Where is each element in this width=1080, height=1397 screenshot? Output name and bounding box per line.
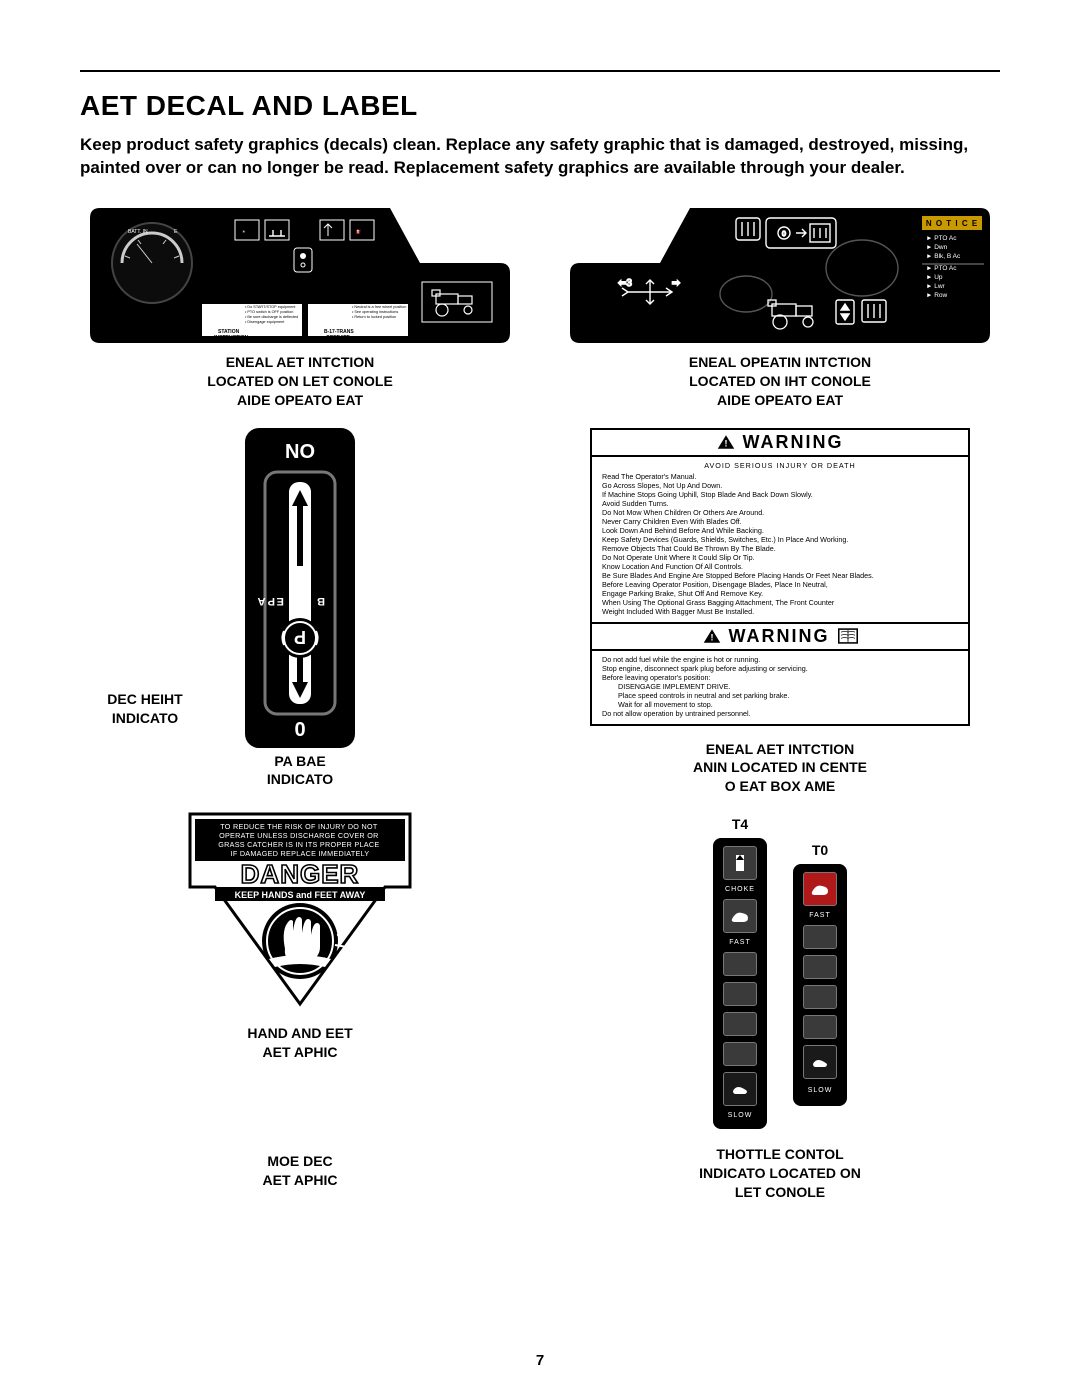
svg-text:!: ! bbox=[724, 439, 727, 449]
svg-text:0: 0 bbox=[782, 231, 786, 238]
svg-text:☀: ☀ bbox=[242, 229, 246, 234]
page-title: AET DECAL AND LABEL bbox=[80, 90, 1000, 122]
warning-lines-1: Read The Operator's Manual.Go Across Slo… bbox=[602, 472, 958, 616]
right-console-caption: ENEAL OPEATIN INTCTION LOCATED ON IHT CO… bbox=[560, 353, 1000, 410]
t0-label: T0 bbox=[812, 842, 828, 858]
svg-text:!: ! bbox=[710, 633, 713, 643]
svg-text:⛽: ⛽ bbox=[356, 229, 361, 234]
park-brake-graphic: NO 0 P PA B A E bbox=[235, 428, 365, 748]
two-column-layout: BATT. IN E STATIONINSTRUCTION B-17-TRANS… bbox=[80, 208, 1000, 1220]
svg-text:TO REDUCE THE RISK OF INJURY D: TO REDUCE THE RISK OF INJURY DO NOT OPER… bbox=[218, 822, 382, 858]
svg-text:P: P bbox=[294, 627, 306, 647]
danger-caption: HAND AND EET AET APHIC bbox=[80, 1024, 520, 1062]
left-console-caption: ENEAL AET INTCTION LOCATED ON LET CONOLE… bbox=[80, 353, 520, 410]
warning-caption: ENEAL AET INTCTION ANIN LOCATED IN CENTE… bbox=[560, 740, 1000, 797]
svg-text:⇨: ⇨ bbox=[672, 278, 680, 289]
park-brake-caption: PA BAE INDICATO bbox=[80, 752, 520, 790]
rabbit-icon bbox=[723, 899, 757, 933]
warning-bar-1: ! WARNING bbox=[592, 430, 968, 457]
danger-graphic: TO REDUCE THE RISK OF INJURY DO NOT OPER… bbox=[185, 809, 415, 1014]
deck-height-caption: DEC HEIHT INDICATO bbox=[90, 690, 200, 728]
throttle-caption: THOTTLE CONTOL INDICATO LOCATED ON LET C… bbox=[560, 1145, 1000, 1202]
gauge-left-label: BATT. IN bbox=[128, 229, 148, 235]
right-console-graphic: N O T I C E ► PTO Ac► Dwn► Blk, B Ac ► P… bbox=[570, 208, 990, 343]
pb-top: NO bbox=[285, 441, 315, 463]
warning-body-2: Do not add fuel while the engine is hot … bbox=[592, 651, 968, 724]
warning-label: ! WARNING AVOID SERIOUS INJURY OR DEATH … bbox=[590, 428, 970, 726]
rabbit-icon bbox=[803, 872, 837, 906]
svg-text:N O T I C E: N O T I C E bbox=[926, 219, 978, 228]
choke-icon bbox=[723, 846, 757, 880]
pb-bottom: 0 bbox=[294, 719, 305, 741]
svg-text:B A E: B A E bbox=[271, 595, 325, 607]
turtle-icon bbox=[803, 1045, 837, 1079]
warning-bar-2: ! WARNING bbox=[592, 622, 968, 651]
intro-text: Keep product safety graphics (decals) cl… bbox=[80, 134, 1000, 180]
warning-lines-2: Do not add fuel while the engine is hot … bbox=[602, 655, 958, 718]
throttle-group: T4 CHOKE FAST SLOW T0 FAST bbox=[560, 816, 1000, 1129]
throttle-t4: CHOKE FAST SLOW bbox=[713, 838, 767, 1129]
warning-icon: ! bbox=[717, 434, 735, 450]
horizontal-rule bbox=[80, 70, 1000, 72]
throttle-t0: FAST SLOW bbox=[793, 864, 847, 1106]
page-number: 7 bbox=[0, 1352, 1080, 1369]
warning-icon: ! bbox=[703, 628, 721, 644]
svg-text:KEEP HANDS and FEET AWAY: KEEP HANDS and FEET AWAY bbox=[235, 890, 366, 900]
right-column: N O T I C E ► PTO Ac► Dwn► Blk, B Ac ► P… bbox=[560, 208, 1000, 1220]
left-column: BATT. IN E STATIONINSTRUCTION B-17-TRANS… bbox=[80, 208, 520, 1220]
warning-body-1: AVOID SERIOUS INJURY OR DEATH Read The O… bbox=[592, 457, 968, 622]
left-console-graphic: BATT. IN E STATIONINSTRUCTION B-17-TRANS… bbox=[90, 208, 510, 343]
mower-deck-caption: MOE DEC AET APHIC bbox=[80, 1152, 520, 1190]
turtle-icon bbox=[723, 1072, 757, 1106]
t4-label: T4 bbox=[732, 816, 748, 832]
svg-text:DANGER: DANGER bbox=[241, 859, 360, 889]
svg-text:⇦3: ⇦3 bbox=[618, 278, 632, 289]
manual-icon bbox=[838, 628, 858, 644]
